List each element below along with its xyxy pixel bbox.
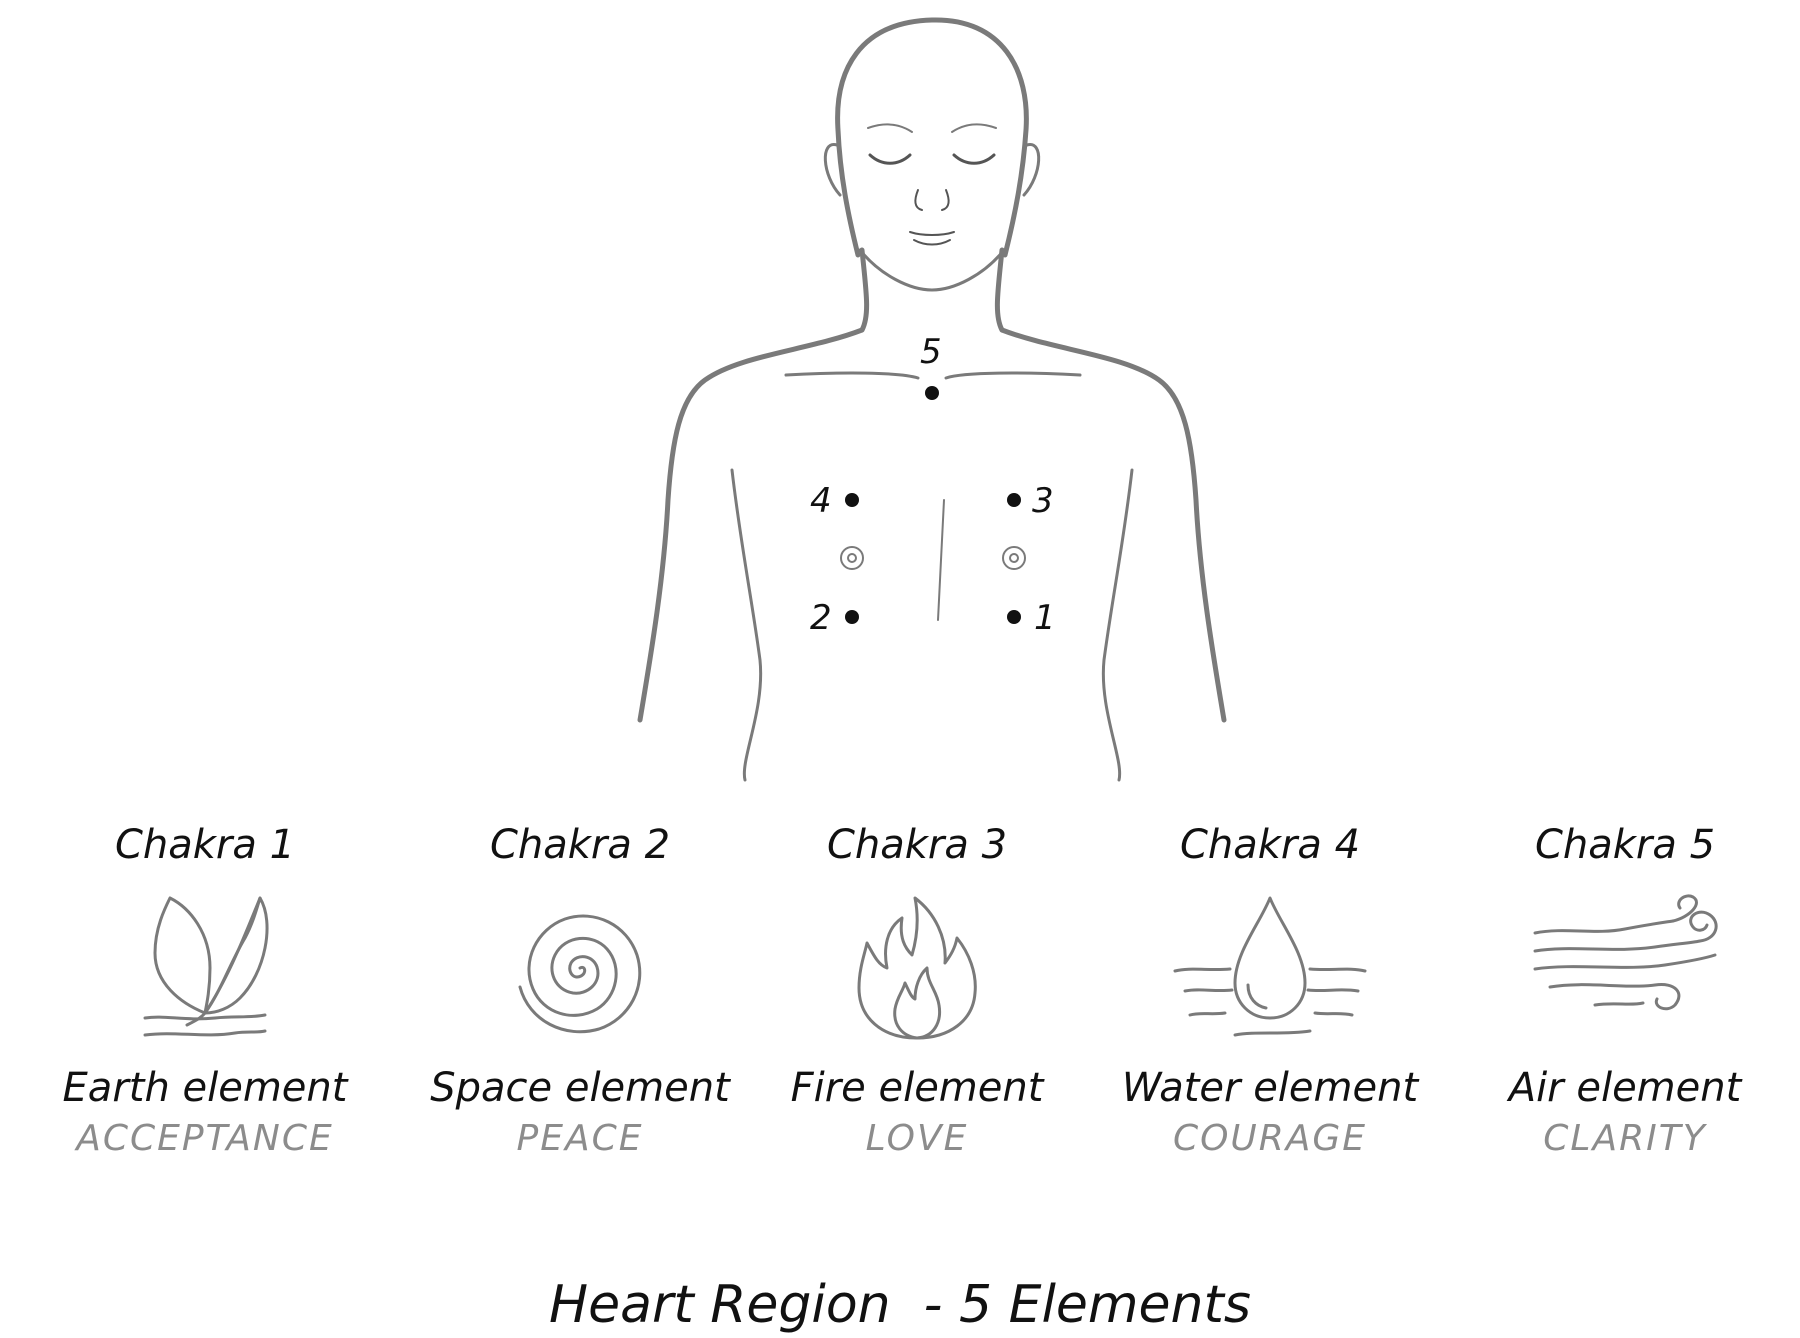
chakra-point-2 — [845, 610, 859, 624]
chakra-point-1 — [1007, 610, 1021, 624]
left-eyebrow — [867, 123, 913, 133]
right-nipple — [1002, 546, 1026, 570]
chakra-point-4 — [845, 493, 859, 507]
chakra-title: Chakra 5 — [1534, 822, 1716, 868]
element-quality: LOVE — [865, 1118, 969, 1159]
chakra-point-3 — [1007, 493, 1021, 507]
right-nipple-center — [1009, 553, 1019, 563]
neck-right — [994, 247, 1005, 333]
element-card-chakra-2: Chakra 2 Space element PEACE — [410, 815, 750, 1165]
element-name: Water element — [1121, 1065, 1419, 1111]
chakra-marker-4: 4 — [810, 481, 832, 521]
flame-icon — [857, 896, 977, 1040]
right-eyebrow — [951, 123, 997, 133]
element-card-chakra-5: Chakra 5 Air element CLARITY — [1455, 815, 1795, 1165]
chakra-marker-1: 1 — [1034, 598, 1056, 638]
chakra-title: Chakra 4 — [1179, 822, 1361, 868]
chakra-marker-3: 3 — [1032, 481, 1054, 521]
torso-left — [730, 468, 763, 782]
nose — [914, 189, 950, 211]
neck-left — [859, 247, 870, 333]
element-card-chakra-4: Chakra 4 Water element COURAGE — [1100, 815, 1440, 1165]
jaw-outline — [858, 248, 1006, 292]
torso-right — [1101, 468, 1134, 782]
left-shoulder — [637, 327, 865, 723]
element-quality: PEACE — [516, 1118, 644, 1159]
sternum-line — [937, 499, 945, 621]
water-drop-icon — [1173, 896, 1367, 1037]
element-card-chakra-1: Chakra 1 Earth element ACCEPTANCE — [35, 815, 375, 1165]
right-eye — [952, 153, 996, 165]
element-name: Earth element — [62, 1065, 348, 1111]
element-name: Fire element — [790, 1065, 1044, 1111]
element-quality: ACCEPTANCE — [76, 1118, 334, 1159]
element-quality: COURAGE — [1172, 1118, 1368, 1159]
collarbone — [784, 371, 1082, 380]
left-nipple — [840, 546, 864, 570]
body-figure: 5 4 3 2 1 — [637, 17, 1227, 782]
spiral-icon — [518, 914, 642, 1034]
element-quality: CLARITY — [1543, 1118, 1707, 1159]
chakra-title: Chakra 2 — [489, 822, 671, 868]
left-eye — [868, 153, 912, 165]
head-outline — [835, 17, 1029, 258]
chakra-title: Chakra 3 — [826, 822, 1008, 868]
right-shoulder — [999, 327, 1227, 723]
chakra-marker-2: 2 — [810, 598, 832, 638]
leaf-icon — [143, 896, 269, 1037]
mouth — [909, 231, 955, 246]
chakra-title: Chakra 1 — [114, 822, 296, 868]
element-card-chakra-3: Chakra 3 Fire element LOVE — [747, 815, 1087, 1165]
torso-drawing — [637, 17, 1227, 782]
footer-title: Heart Region - 5 Elements — [549, 1275, 1251, 1335]
chakra-point-5 — [925, 386, 939, 400]
chakra-marker-5: 5 — [920, 332, 942, 372]
left-nipple-center — [847, 553, 857, 563]
wind-icon — [1533, 894, 1718, 1011]
element-name: Space element — [430, 1065, 730, 1111]
right-ear — [1022, 143, 1041, 197]
left-ear — [823, 143, 842, 197]
element-name: Air element — [1508, 1065, 1742, 1111]
